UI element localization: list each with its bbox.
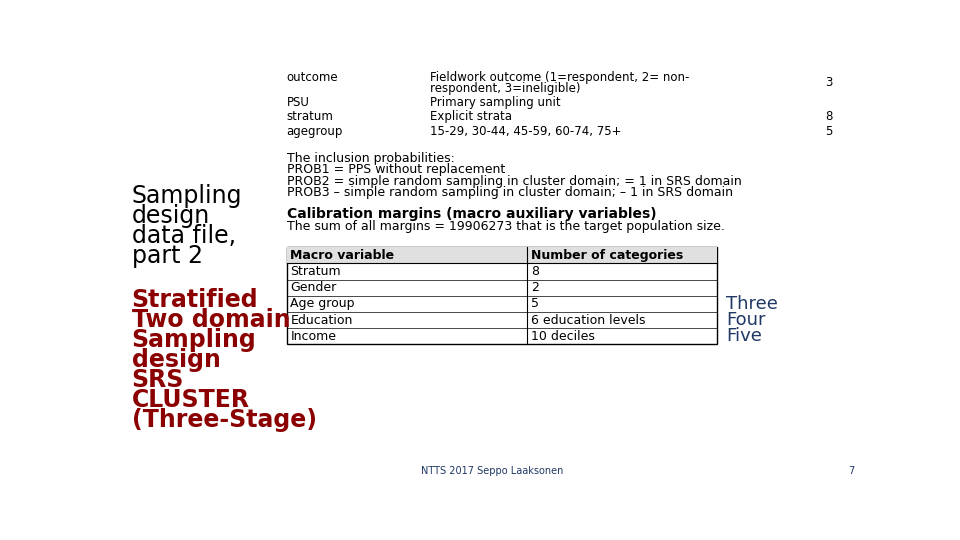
Text: CLUSTER: CLUSTER — [132, 388, 250, 412]
Text: Calibration margins (macro auxiliary variables): Calibration margins (macro auxiliary var… — [287, 207, 657, 221]
Text: agegroup: agegroup — [287, 125, 343, 138]
Text: Primary sampling unit: Primary sampling unit — [430, 96, 561, 109]
Text: 8: 8 — [826, 110, 833, 123]
Text: 10 deciles: 10 deciles — [531, 330, 594, 343]
Text: PSU: PSU — [287, 96, 309, 109]
Text: design: design — [132, 204, 210, 228]
Text: (Three-Stage): (Three-Stage) — [132, 408, 317, 432]
Text: 2: 2 — [531, 281, 539, 294]
Text: stratum: stratum — [287, 110, 333, 123]
Text: Income: Income — [291, 330, 337, 343]
Text: Gender: Gender — [291, 281, 337, 294]
Text: Sampling: Sampling — [132, 184, 242, 208]
Text: NTTS 2017 Seppo Laaksonen: NTTS 2017 Seppo Laaksonen — [420, 466, 564, 476]
Text: Stratified: Stratified — [132, 288, 258, 312]
Text: 3: 3 — [826, 76, 833, 89]
Text: 6 education levels: 6 education levels — [531, 314, 645, 327]
Text: 8: 8 — [531, 265, 539, 278]
Text: Macro variable: Macro variable — [291, 249, 395, 262]
Text: 5: 5 — [531, 298, 539, 310]
Text: Number of categories: Number of categories — [531, 249, 683, 262]
Text: Sampling: Sampling — [132, 328, 256, 352]
Text: Education: Education — [291, 314, 353, 327]
Text: SRS: SRS — [132, 368, 184, 392]
Text: Two domain: Two domain — [132, 308, 290, 332]
Bar — [287, 247, 717, 345]
Text: The inclusion probabilities:: The inclusion probabilities: — [287, 152, 454, 165]
Text: PROB1 = PPS without replacement: PROB1 = PPS without replacement — [287, 164, 505, 177]
Text: data file,: data file, — [132, 224, 235, 248]
Text: Four: Four — [726, 311, 765, 329]
Text: Five: Five — [726, 327, 762, 345]
Text: 5: 5 — [826, 125, 833, 138]
Text: PROB3 – simple random sampling in cluster domain; – 1 in SRS domain: PROB3 – simple random sampling in cluste… — [287, 186, 732, 199]
Text: PROB2 = simple random sampling in cluster domain; = 1 in SRS domain: PROB2 = simple random sampling in cluste… — [287, 175, 741, 188]
Text: 7: 7 — [849, 466, 854, 476]
Bar — [287, 247, 717, 264]
Text: 15-29, 30-44, 45-59, 60-74, 75+: 15-29, 30-44, 45-59, 60-74, 75+ — [430, 125, 621, 138]
Text: part 2: part 2 — [132, 244, 203, 268]
Text: design: design — [132, 348, 221, 372]
Text: Three: Three — [726, 295, 778, 313]
Text: The sum of all margins = 19906273 that is the target population size.: The sum of all margins = 19906273 that i… — [287, 220, 725, 233]
Text: respondent, 3=ineligible): respondent, 3=ineligible) — [430, 82, 581, 94]
Text: Explicit strata: Explicit strata — [430, 110, 512, 123]
Text: outcome: outcome — [287, 71, 338, 84]
Text: Age group: Age group — [291, 298, 355, 310]
Text: Stratum: Stratum — [291, 265, 341, 278]
Text: Fieldwork outcome (1=respondent, 2= non-: Fieldwork outcome (1=respondent, 2= non- — [430, 71, 689, 84]
